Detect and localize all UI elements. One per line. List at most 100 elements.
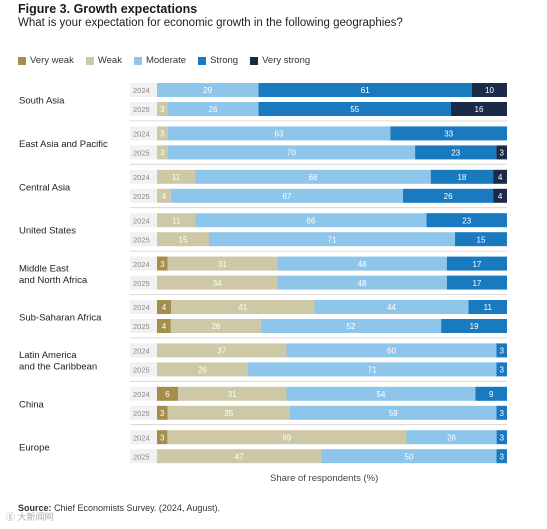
- value-label-china-2024-moderate: 54: [377, 390, 386, 399]
- group-label-sub-saharan-africa: Sub-Saharan Africa: [19, 313, 102, 324]
- value-label-central-asia-2025-weak: 4: [162, 192, 167, 201]
- bar-china-2025-weak: [167, 405, 290, 420]
- value-label-east-asia-and-pacific-2025-strong: 23: [451, 149, 460, 158]
- bar-central-asia-2024-very-strong: [493, 169, 507, 184]
- value-label-south-asia-2025-moderate: 26: [209, 105, 218, 114]
- bar-united-states-2025-weak: [157, 232, 209, 247]
- legend-item-strong: Strong: [198, 55, 238, 66]
- year-cell-east-asia-and-pacific-2025: [130, 145, 157, 160]
- bar-latin-america-and-the-caribbean-2024-strong: [496, 343, 507, 358]
- bar-united-states-2024-moderate: [195, 213, 427, 228]
- bar-china-2025-moderate: [290, 405, 497, 420]
- legend-label-moderate: Moderate: [145, 55, 187, 66]
- value-label-east-asia-and-pacific-2024-strong: 33: [444, 130, 453, 139]
- value-label-europe-2024-very-weak: 3: [160, 433, 165, 442]
- value-label-east-asia-and-pacific-2024-weak: 3: [160, 130, 165, 139]
- value-label-sub-saharan-africa-2025-very-weak: 4: [162, 322, 167, 331]
- year-cell-middle-east-and-north-africa-2024: [130, 256, 157, 271]
- bar-latin-america-and-the-caribbean-2025-moderate: [248, 362, 497, 377]
- value-label-middle-east-and-north-africa-2024-very-weak: 3: [160, 260, 165, 269]
- year-cell-united-states-2025: [130, 232, 157, 247]
- bar-latin-america-and-the-caribbean-2024-moderate: [286, 343, 497, 358]
- year-label-sub-saharan-africa-2025: 2025: [133, 322, 150, 331]
- bar-china-2024-very-weak: [157, 386, 178, 401]
- value-label-middle-east-and-north-africa-2024-strong: 17: [472, 260, 481, 269]
- source-note: Source: Chief Economists Survey. (2024, …: [18, 503, 220, 513]
- bar-south-asia-2025-moderate: [167, 102, 259, 116]
- group-label-china: China: [19, 399, 45, 410]
- bar-sub-saharan-africa-2025-moderate: [260, 319, 442, 333]
- value-label-china-2024-strong: 9: [489, 390, 494, 399]
- chart-subtitle: What is your expectation for economic gr…: [18, 17, 403, 29]
- value-label-united-states-2024-weak: 11: [172, 216, 181, 225]
- bar-china-2024-strong: [475, 386, 507, 401]
- group-label-central-asia: Central Asia: [19, 182, 71, 193]
- year-label-latin-america-and-the-caribbean-2025: 2025: [133, 366, 150, 375]
- value-label-europe-2025-strong: 3: [500, 452, 505, 461]
- bar-europe-2025-strong: [496, 449, 507, 464]
- value-label-united-states-2025-weak: 15: [179, 235, 188, 244]
- year-label-sub-saharan-africa-2024: 2024: [133, 303, 150, 312]
- bar-east-asia-and-pacific-2025-moderate: [167, 145, 416, 160]
- bar-china-2025-very-weak: [157, 405, 168, 420]
- value-label-east-asia-and-pacific-2025-weak: 3: [160, 149, 165, 158]
- value-label-central-asia-2025-very-strong: 4: [498, 192, 503, 201]
- bar-sub-saharan-africa-2024-strong: [468, 300, 507, 314]
- bar-central-asia-2025-strong: [403, 188, 494, 203]
- year-label-south-asia-2025: 2025: [133, 105, 150, 114]
- bar-middle-east-and-north-africa-2025-strong: [446, 275, 507, 290]
- bar-middle-east-and-north-africa-2024-very-weak: [157, 256, 168, 271]
- year-cell-latin-america-and-the-caribbean-2024: [130, 343, 157, 358]
- source-label: Source:: [18, 503, 52, 513]
- x-axis-label: Share of respondents (%): [270, 473, 379, 484]
- legend-swatch-very-strong: [250, 56, 259, 65]
- year-label-central-asia-2024: 2024: [133, 173, 150, 182]
- value-label-china-2025-moderate: 59: [389, 409, 398, 418]
- bar-united-states-2024-strong: [426, 213, 507, 228]
- legend-swatch-weak: [85, 56, 94, 65]
- group-label-latin-america-and-the-caribbean-line1: Latin America: [19, 350, 77, 361]
- legend-label-very-weak: Very weak: [30, 55, 74, 66]
- group-label-europe: Europe: [19, 443, 50, 454]
- bar-sub-saharan-africa-2024-weak: [171, 300, 315, 314]
- value-label-central-asia-2024-weak: 11: [172, 173, 181, 182]
- value-label-united-states-2024-strong: 23: [462, 216, 471, 225]
- value-label-europe-2024-strong: 3: [500, 433, 505, 442]
- value-label-sub-saharan-africa-2024-strong: 11: [484, 303, 493, 312]
- bar-south-asia-2024-very-strong: [472, 83, 507, 97]
- year-label-east-asia-and-pacific-2024: 2024: [133, 130, 150, 139]
- bar-middle-east-and-north-africa-2025-moderate: [277, 275, 447, 290]
- bar-central-asia-2024-weak: [157, 169, 196, 184]
- bar-middle-east-and-north-africa-2024-strong: [446, 256, 507, 271]
- value-label-south-asia-2025-strong: 55: [350, 105, 359, 114]
- year-cell-united-states-2024: [130, 213, 157, 228]
- bar-china-2024-weak: [178, 386, 287, 401]
- value-label-middle-east-and-north-africa-2025-weak: 34: [213, 279, 222, 288]
- year-label-europe-2024: 2024: [133, 433, 150, 442]
- group-label-middle-east-and-north-africa-line2: and North Africa: [19, 275, 88, 286]
- bar-east-asia-and-pacific-2025-weak: [157, 145, 168, 160]
- value-label-middle-east-and-north-africa-2025-moderate: 48: [358, 279, 367, 288]
- bar-central-asia-2025-moderate: [170, 188, 404, 203]
- source-text: Chief Economists Survey. (2024, August).: [54, 503, 220, 513]
- bar-united-states-2024-weak: [157, 213, 196, 228]
- value-label-united-states-2024-moderate: 66: [307, 216, 316, 225]
- legend-item-moderate: Moderate: [133, 55, 187, 66]
- legend-label-very-strong: Very strong: [262, 55, 311, 66]
- value-label-central-asia-2025-moderate: 67: [282, 192, 291, 201]
- year-cell-europe-2024: [130, 430, 157, 445]
- bar-middle-east-and-north-africa-2024-weak: [167, 256, 278, 271]
- bar-south-asia-2024-moderate: [157, 83, 259, 97]
- value-label-china-2025-strong: 3: [500, 409, 505, 418]
- year-label-china-2024: 2024: [133, 390, 150, 399]
- value-label-united-states-2025-strong: 15: [477, 235, 486, 244]
- bar-sub-saharan-africa-2025-weak: [170, 319, 261, 333]
- group-label-united-states: United States: [19, 226, 76, 237]
- legend-swatch-strong: [198, 56, 207, 65]
- bar-south-asia-2025-very-strong: [451, 102, 507, 116]
- bar-latin-america-and-the-caribbean-2025-weak: [157, 362, 248, 377]
- value-label-central-asia-2024-moderate: 68: [308, 173, 317, 182]
- legend-item-weak: Weak: [85, 55, 122, 66]
- value-label-south-asia-2025-very-strong: 16: [475, 105, 484, 114]
- group-label-latin-america-and-the-caribbean-line2: and the Caribbean: [19, 362, 97, 373]
